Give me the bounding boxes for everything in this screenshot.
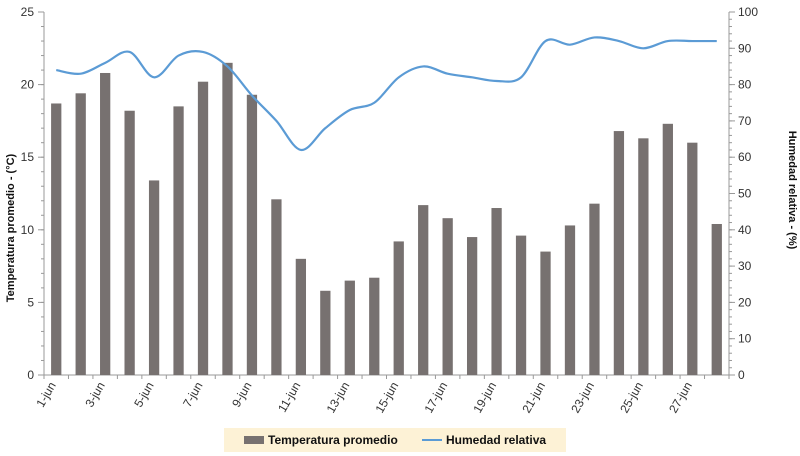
x-tick-label-27-jun: 27-jun <box>666 380 695 416</box>
x-tick-label-15-jun: 15-jun <box>373 380 402 416</box>
legend-label-temperature: Temperatura promedio <box>268 433 398 447</box>
temperature-bar-23-jun <box>589 203 600 375</box>
left-axis: 0 5 10 15 20 25 <box>21 5 44 382</box>
temperature-bar-6-jun <box>173 106 184 375</box>
temperature-bars <box>51 62 722 376</box>
right-tick-label: 30 <box>738 259 752 273</box>
temperature-bar-14-jun <box>369 277 380 375</box>
left-tick-label: 15 <box>21 150 35 164</box>
temperature-bar-3-jun <box>100 72 111 375</box>
right-tick-label: 70 <box>738 114 752 128</box>
right-tick-label: 80 <box>738 78 752 92</box>
temperature-bar-10-jun <box>271 199 282 375</box>
left-tick-label: 0 <box>27 368 34 382</box>
x-tick-label-13-jun: 13-jun <box>324 380 353 416</box>
temperature-bar-20-jun <box>515 235 527 375</box>
left-tick-label: 5 <box>27 295 34 309</box>
right-tick-label: 0 <box>738 368 745 382</box>
temperature-bar-8-jun <box>222 62 233 375</box>
x-tick-label-17-jun: 17-jun <box>421 380 450 416</box>
right-tick-label: 60 <box>738 150 752 164</box>
temperature-bar-1-jun <box>51 103 62 375</box>
temperature-bar-21-jun <box>540 251 551 375</box>
right-tick-label: 40 <box>738 223 752 237</box>
x-tick-label-5-jun: 5-jun <box>131 380 156 410</box>
left-axis-title: Temperatura promedio - (°C) <box>5 153 17 302</box>
temperature-bar-7-jun <box>197 81 209 376</box>
x-tick-label-21-jun: 21-jun <box>519 380 548 416</box>
x-tick-label-11-jun: 11-jun <box>275 380 303 415</box>
x-axis: 1-jun 3-jun 5-jun 7-jun 9-jun 11-jun 13-jun 15-… <box>33 375 730 416</box>
temperature-bar-12-jun <box>320 290 331 375</box>
humidity-line-layer <box>56 36 717 152</box>
right-tick-label: 20 <box>738 295 752 309</box>
temperature-bar-2-jun <box>75 93 86 375</box>
right-tick-label: 100 <box>738 5 758 19</box>
legend-label-humidity: Humedad relativa <box>446 433 546 447</box>
right-axis-title: Humedad relativa - (%) <box>786 131 798 250</box>
legend-background <box>224 428 566 452</box>
temperature-bar-22-jun <box>564 225 576 375</box>
x-tick-label-3-jun: 3-jun <box>82 380 107 410</box>
temperature-bar-19-jun <box>491 208 502 375</box>
legend: Temperatura promedio Humedad relativa <box>224 428 566 452</box>
temperature-bar-28-jun <box>711 223 722 375</box>
temperature-bar-11-jun <box>295 258 307 375</box>
x-tick-label-9-jun: 9-jun <box>229 380 254 410</box>
right-tick-label: 90 <box>738 41 752 55</box>
x-tick-label-1-jun: 1-jun <box>33 380 58 410</box>
temperature-bar-13-jun <box>344 280 355 375</box>
humidity-line <box>56 36 717 152</box>
temperature-bar-5-jun <box>148 180 160 375</box>
left-tick-label: 20 <box>21 78 35 92</box>
temperature-bar-17-jun <box>442 218 453 375</box>
left-tick-label: 25 <box>21 5 35 19</box>
temperature-bar-15-jun <box>393 241 404 375</box>
legend-swatch-temperature <box>244 436 264 444</box>
x-tick-label-19-jun: 19-jun <box>470 380 499 416</box>
temperature-bar-27-jun <box>687 142 698 375</box>
right-tick-label: 10 <box>738 332 752 346</box>
temperature-bar-16-jun <box>418 205 429 375</box>
temperature-bar-18-jun <box>466 237 478 375</box>
x-tick-label-7-jun: 7-jun <box>180 380 205 410</box>
plot-frame <box>43 12 730 376</box>
x-tick-label-23-jun: 23-jun <box>568 380 597 416</box>
temperature-bar-25-jun <box>638 138 649 375</box>
temperature-bar-4-jun <box>124 110 135 376</box>
temperature-bar-26-jun <box>662 123 673 375</box>
temperature-bar-24-jun <box>613 131 625 375</box>
temperature-bar-9-jun <box>246 94 258 375</box>
right-tick-label: 50 <box>738 187 752 201</box>
left-tick-label: 10 <box>21 223 35 237</box>
right-axis: 0 10 20 30 40 50 60 70 80 90 100 <box>729 5 758 382</box>
x-tick-label-25-jun: 25-jun <box>617 380 646 416</box>
